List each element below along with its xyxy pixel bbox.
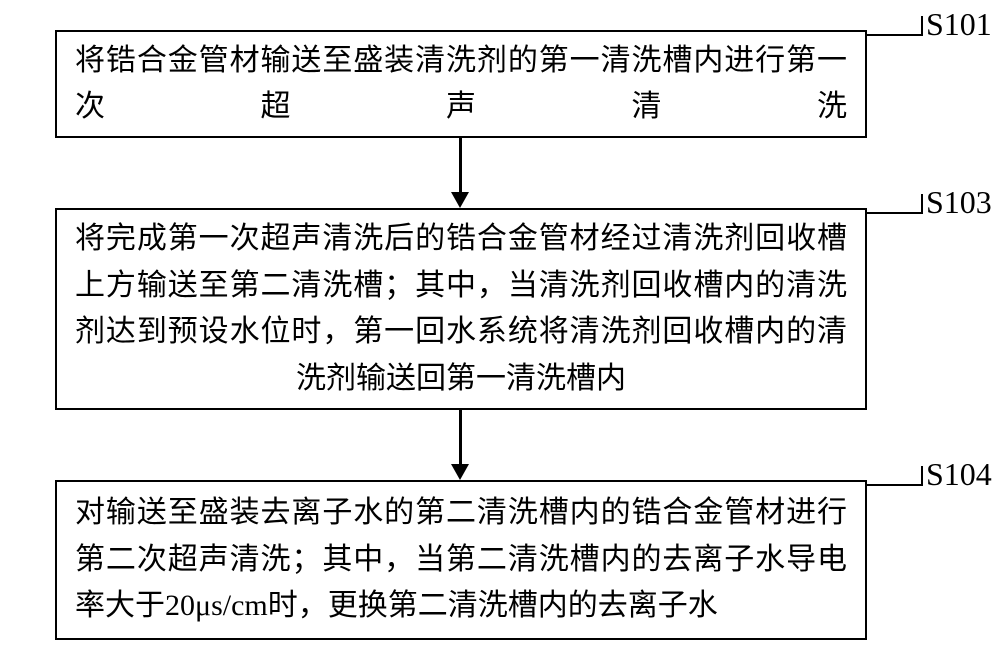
flow-node-s101: 将锆合金管材输送至盛装清洗剂的第一清洗槽内进行第一次超声清洗 [55,30,867,138]
lead-line-h-s101 [867,34,923,36]
flow-arrow-1-line [459,138,462,192]
lead-line-v-s104 [921,466,923,486]
flow-node-s104-text: 对输送至盛装去离子水的第二清洗槽内的锆合金管材进行第二次超声清洗；其中，当第二清… [75,490,847,630]
lead-line-h-s103 [867,212,923,214]
flow-node-s103: 将完成第一次超声清洗后的锆合金管材经过清洗剂回收槽上方输送至第二清洗槽；其中，当… [55,208,867,410]
flow-node-s103-text: 将完成第一次超声清洗后的锆合金管材经过清洗剂回收槽上方输送至第二清洗槽；其中，当… [75,216,847,402]
lead-line-v-s101 [921,16,923,36]
flow-arrow-1-head [451,192,469,208]
flow-arrow-2-line [459,410,462,464]
flow-label-s104: S104 [926,456,992,493]
lead-line-v-s103 [921,194,923,214]
flow-node-s104: 对输送至盛装去离子水的第二清洗槽内的锆合金管材进行第二次超声清洗；其中，当第二清… [55,480,867,640]
lead-line-h-s104 [867,484,923,486]
flow-label-s101: S101 [926,6,992,43]
flow-label-s103: S103 [926,184,992,221]
flow-node-s101-text: 将锆合金管材输送至盛装清洗剂的第一清洗槽内进行第一次超声清洗 [75,38,847,131]
flow-arrow-2-head [451,464,469,480]
flowchart-canvas: 将锆合金管材输送至盛装清洗剂的第一清洗槽内进行第一次超声清洗 S101 将完成第… [0,0,1000,665]
